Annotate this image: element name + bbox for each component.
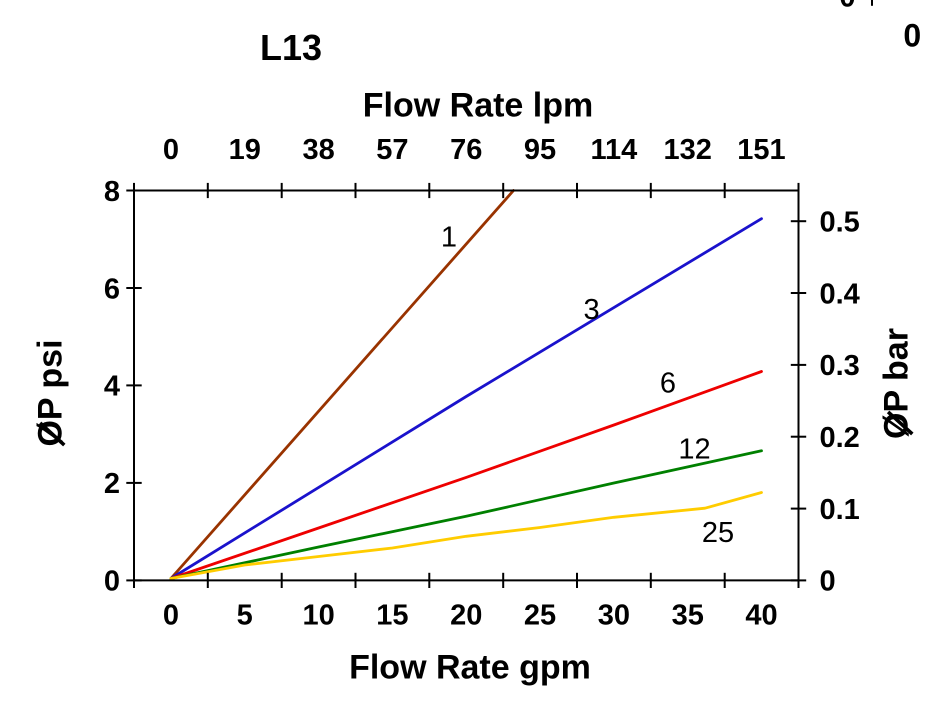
svg-text:38: 38: [302, 134, 334, 166]
svg-text:1: 1: [441, 221, 457, 253]
svg-text:Flow Rate lpm: Flow Rate lpm: [363, 86, 593, 124]
svg-text:25: 25: [524, 600, 556, 632]
svg-text:0: 0: [820, 566, 836, 598]
svg-text:12: 12: [678, 433, 710, 465]
svg-text:10: 10: [302, 600, 334, 632]
svg-text:114: 114: [591, 134, 638, 166]
svg-text:151: 151: [737, 134, 785, 166]
svg-text:2: 2: [104, 468, 120, 500]
svg-text:ØP psi: ØP psi: [32, 339, 70, 446]
svg-text:0.4: 0.4: [820, 278, 860, 310]
svg-text:132: 132: [664, 134, 712, 166]
svg-text:30: 30: [598, 600, 630, 632]
svg-text:Flow Rate gpm: Flow Rate gpm: [349, 649, 591, 687]
svg-text:6: 6: [660, 367, 676, 399]
svg-text:20: 20: [450, 600, 482, 632]
svg-text:0.5: 0.5: [820, 207, 860, 239]
svg-text:0: 0: [903, 17, 921, 53]
svg-text:3: 3: [584, 294, 600, 326]
svg-text:35: 35: [672, 600, 704, 632]
svg-text:25: 25: [702, 517, 734, 549]
svg-text:5: 5: [237, 600, 253, 632]
svg-text:0.2: 0.2: [820, 422, 860, 454]
svg-text:ØP bar: ØP bar: [878, 328, 916, 439]
svg-text:57: 57: [376, 134, 408, 166]
svg-text:0: 0: [104, 566, 120, 598]
svg-text:0.3: 0.3: [820, 350, 860, 382]
svg-text:40: 40: [745, 600, 777, 632]
svg-text:6: 6: [104, 273, 120, 305]
svg-text:95: 95: [524, 134, 556, 166]
svg-text:0.1: 0.1: [820, 494, 860, 526]
svg-text:0: 0: [163, 134, 179, 166]
svg-text:L13: L13: [260, 27, 322, 68]
svg-text:0: 0: [839, 0, 855, 14]
svg-text:4: 4: [104, 371, 120, 403]
svg-text:8: 8: [104, 176, 120, 208]
svg-text:76: 76: [450, 134, 482, 166]
svg-text:15: 15: [376, 600, 408, 632]
svg-text:0: 0: [163, 600, 179, 632]
svg-text:19: 19: [229, 134, 261, 166]
